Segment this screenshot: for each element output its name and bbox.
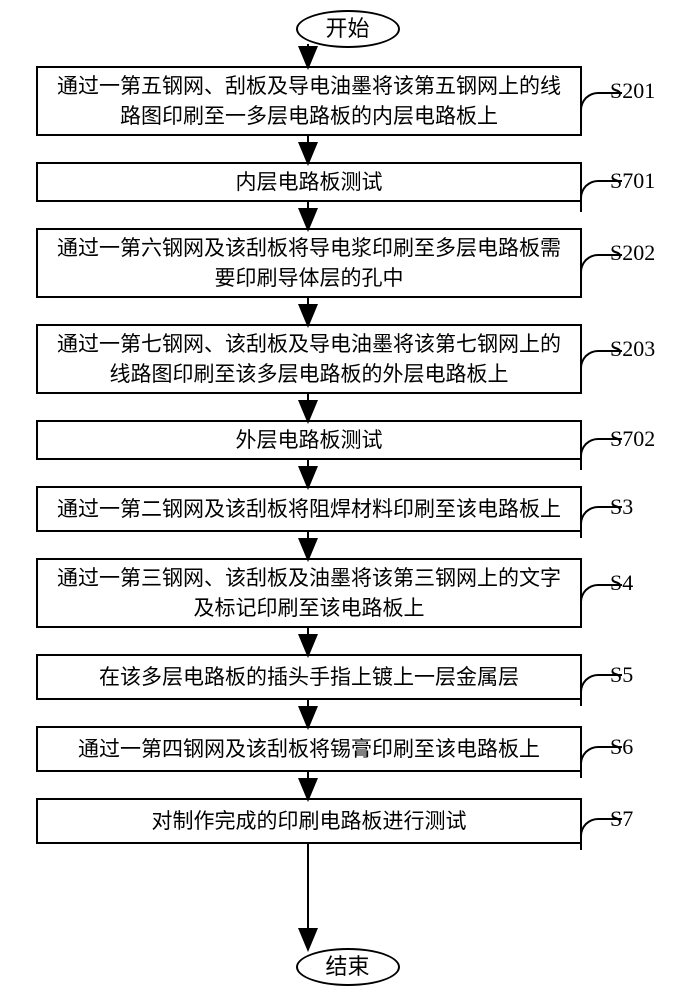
step-S201: 通过一第五钢网、刮板及导电油墨将该第五钢网上的线路图印刷至一多层电路板的内层电路… (36, 66, 582, 136)
label-connector (580, 584, 622, 616)
label-connector (580, 746, 622, 778)
step-S6: 通过一第四钢网及该刮板将锡膏印刷至该电路板上 (36, 726, 582, 772)
step-S701: 内层电路板测试 (36, 162, 582, 202)
step-S202: 通过一第六钢网及该刮板将导电浆印刷至多层电路板需要印刷导体层的孔中 (36, 228, 582, 298)
label-connector (580, 818, 622, 850)
step-text: 通过一第二钢网及该刮板将阻焊材料印刷至该电路板上 (57, 494, 561, 524)
label-connector (580, 506, 622, 538)
step-S4: 通过一第三钢网、该刮板及油墨将该第三钢网上的文字及标记印刷至该电路板上 (36, 558, 582, 628)
step-S5: 在该多层电路板的插头手指上镀上一层金属层 (36, 654, 582, 700)
step-S203: 通过一第七钢网、该刮板及导电油墨将该第七钢网上的线路图印刷至该多层电路板的外层电… (36, 324, 582, 394)
step-text: 内层电路板测试 (236, 167, 383, 197)
label-connector (580, 254, 622, 286)
step-S702: 外层电路板测试 (36, 420, 582, 460)
step-text: 通过一第三钢网、该刮板及油墨将该第三钢网上的文字及标记印刷至该电路板上 (48, 563, 570, 624)
label-connector (580, 674, 622, 706)
label-connector (580, 438, 622, 470)
terminal-start: 开始 (295, 10, 399, 48)
label-connector (580, 180, 622, 212)
flowchart-canvas: 开始 通过一第五钢网、刮板及导电油墨将该第五钢网上的线路图印刷至一多层电路板的内… (0, 0, 695, 1000)
step-text: 外层电路板测试 (236, 425, 383, 455)
step-S7: 对制作完成的印刷电路板进行测试 (36, 798, 582, 844)
label-connector (580, 92, 622, 124)
step-text: 通过一第四钢网及该刮板将锡膏印刷至该电路板上 (78, 734, 540, 764)
step-text: 对制作完成的印刷电路板进行测试 (152, 806, 467, 836)
label-connector (580, 350, 622, 382)
step-text: 在该多层电路板的插头手指上镀上一层金属层 (99, 662, 519, 692)
step-text: 通过一第七钢网、该刮板及导电油墨将该第七钢网上的线路图印刷至该多层电路板的外层电… (48, 329, 570, 390)
step-text: 通过一第六钢网及该刮板将导电浆印刷至多层电路板需要印刷导体层的孔中 (48, 233, 570, 294)
step-S3: 通过一第二钢网及该刮板将阻焊材料印刷至该电路板上 (36, 486, 582, 532)
step-text: 通过一第五钢网、刮板及导电油墨将该第五钢网上的线路图印刷至一多层电路板的内层电路… (48, 71, 570, 132)
terminal-end: 结束 (295, 948, 399, 986)
